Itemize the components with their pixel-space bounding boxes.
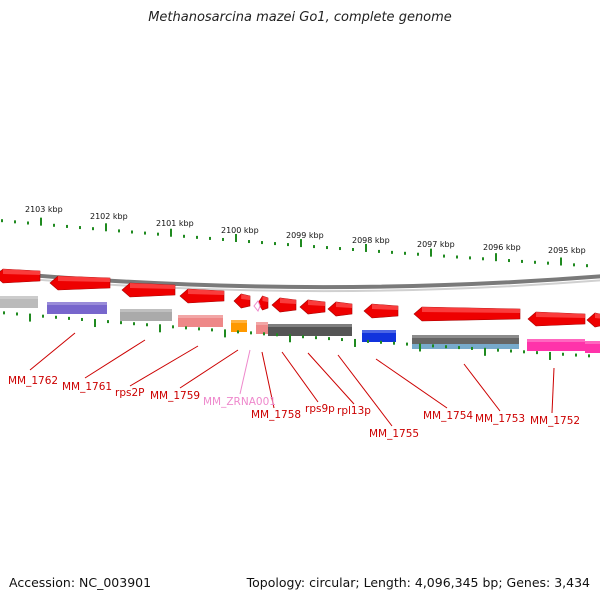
cog-bar-shine bbox=[120, 309, 172, 312]
cog-bar-shine bbox=[256, 322, 268, 325]
cog-bar bbox=[0, 296, 38, 308]
gene-label: rps9p bbox=[305, 403, 335, 415]
gene-label: MM_1761 bbox=[62, 381, 112, 393]
gene-arrow-highlight bbox=[536, 312, 585, 318]
cog-bar bbox=[362, 330, 396, 342]
label-leader bbox=[261, 351, 275, 409]
gene-arrow-highlight bbox=[188, 289, 224, 295]
cog-bar bbox=[178, 315, 223, 327]
cog-bar bbox=[585, 341, 600, 353]
gene-label: MM_1762 bbox=[8, 375, 58, 387]
label-leader bbox=[307, 352, 355, 405]
gene-arrow-highlight bbox=[241, 294, 250, 300]
gene-label: MM_1755 bbox=[369, 428, 419, 440]
accession-text: Accession: NC_003901 bbox=[9, 575, 152, 590]
gene-arrow-highlight bbox=[308, 300, 325, 306]
gene-arrow-highlight bbox=[3, 269, 40, 275]
gene-label: MM_1759 bbox=[150, 390, 200, 402]
gene-arrow-highlight bbox=[595, 313, 600, 319]
gene-arrow-highlight bbox=[130, 283, 175, 289]
gene-arrow-highlight bbox=[422, 307, 520, 313]
label-leader bbox=[551, 367, 555, 414]
gene-label: rpl13p bbox=[337, 405, 371, 417]
label-leader bbox=[84, 339, 146, 379]
gene-label: MM_1758 bbox=[251, 409, 301, 421]
cog-bar-shine bbox=[412, 335, 519, 338]
label-leader bbox=[375, 358, 448, 409]
gene-label: MM_1754 bbox=[423, 410, 473, 422]
kbp-label: 2096 kbp bbox=[483, 243, 521, 252]
gene-label: rps2P bbox=[115, 387, 144, 399]
gene-arrow-highlight bbox=[262, 296, 268, 302]
rna-marker bbox=[253, 300, 261, 312]
cog-bar-shine bbox=[178, 315, 223, 318]
cog-sub-bar bbox=[412, 344, 519, 349]
gene-track bbox=[0, 268, 600, 328]
cog-bar bbox=[231, 320, 247, 332]
kbp-label: 2095 kbp bbox=[548, 246, 586, 255]
label-leader bbox=[239, 349, 251, 395]
kbp-labels: 2103 kbp 2102 kbp 2101 kbp 2100 kbp 2099 kbp… bbox=[25, 205, 586, 255]
kbp-label: 2099 kbp bbox=[286, 231, 324, 240]
gene-arrow-highlight bbox=[280, 298, 296, 304]
gene-label: MM_1753 bbox=[475, 413, 525, 425]
kbp-label: 2097 kbp bbox=[417, 240, 455, 249]
kbp-label: 2098 kbp bbox=[352, 236, 390, 245]
cog-bar-shine bbox=[585, 341, 600, 344]
kbp-label: 2101 kbp bbox=[156, 219, 194, 228]
cog-bar bbox=[47, 302, 107, 314]
inner-ticks bbox=[3, 311, 590, 360]
cog-bar bbox=[256, 322, 268, 334]
gene-arrow-highlight bbox=[336, 302, 352, 308]
gene-arrow-highlight bbox=[372, 304, 398, 310]
label-leader bbox=[179, 349, 239, 389]
map-title: Methanosarcina mazei Go1, complete genom… bbox=[148, 10, 452, 25]
label-leader bbox=[129, 345, 199, 387]
cog-bar-shine bbox=[527, 339, 585, 342]
genome-summary-text: Topology: circular; Length: 4,096,345 bp… bbox=[246, 575, 590, 590]
gene-label: MM_1752 bbox=[530, 415, 580, 427]
outer-ticks bbox=[1, 217, 588, 268]
kbp-label: 2100 kbp bbox=[221, 226, 259, 235]
cog-track bbox=[0, 296, 600, 353]
cog-bar bbox=[120, 309, 172, 321]
kbp-label: 2103 kbp bbox=[25, 205, 63, 214]
cog-bar bbox=[268, 324, 352, 336]
label-leader bbox=[337, 354, 393, 427]
label-leader bbox=[463, 363, 501, 412]
gene-arrow-highlight bbox=[58, 276, 110, 282]
cog-bar-shine bbox=[0, 296, 38, 299]
cog-bar bbox=[527, 339, 585, 351]
cog-bar-shine bbox=[268, 324, 352, 327]
gene-labels: MM_1762 MM_1761 rps2P MM_1759 MM_ZRNA001MM_1… bbox=[8, 375, 580, 440]
gene-label: MM_ZRNA001 bbox=[203, 396, 276, 408]
label-leaders bbox=[29, 332, 555, 427]
cog-bar-shine bbox=[362, 330, 396, 333]
label-leader bbox=[281, 351, 319, 403]
label-leader bbox=[29, 332, 76, 371]
kbp-label: 2102 kbp bbox=[90, 212, 128, 221]
cog-bar-shine bbox=[231, 320, 247, 323]
cog-bar-shine bbox=[47, 302, 107, 305]
